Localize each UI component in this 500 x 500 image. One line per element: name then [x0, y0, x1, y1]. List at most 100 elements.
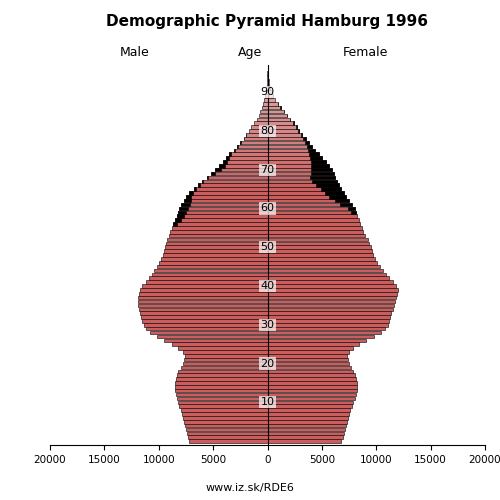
Bar [178, 210, 268, 214]
Bar [268, 362, 349, 366]
Bar [230, 152, 268, 156]
Bar [218, 164, 225, 168]
Bar [268, 141, 309, 144]
Text: www.iz.sk/RDE6: www.iz.sk/RDE6 [206, 482, 294, 492]
Bar [182, 416, 268, 420]
Text: 50: 50 [260, 242, 274, 252]
Bar [176, 378, 268, 381]
Bar [268, 90, 272, 94]
Bar [182, 412, 268, 416]
Bar [268, 82, 270, 86]
Bar [268, 404, 352, 408]
Text: 10: 10 [260, 398, 274, 407]
Bar [268, 261, 378, 264]
Bar [168, 238, 268, 242]
Bar [178, 346, 268, 350]
Bar [268, 354, 347, 358]
Bar [268, 210, 356, 214]
Bar [268, 230, 363, 234]
Bar [168, 234, 268, 237]
Bar [268, 102, 278, 106]
Bar [268, 199, 349, 202]
Bar [216, 168, 268, 172]
Bar [149, 276, 268, 280]
Bar [138, 304, 268, 307]
Bar [268, 144, 312, 148]
Bar [251, 126, 268, 129]
Bar [139, 292, 268, 296]
Bar [268, 164, 330, 168]
Bar [182, 362, 268, 366]
Bar [268, 393, 356, 396]
Bar [325, 191, 344, 194]
Bar [194, 188, 196, 191]
Bar [175, 385, 268, 388]
Bar [264, 102, 268, 106]
Bar [152, 272, 268, 276]
Bar [146, 327, 268, 330]
Title: Demographic Pyramid Hamburg 1996: Demographic Pyramid Hamburg 1996 [106, 14, 428, 29]
Bar [268, 385, 356, 388]
Bar [268, 331, 380, 334]
Bar [311, 164, 330, 168]
Bar [268, 214, 356, 218]
Bar [268, 412, 349, 416]
Bar [177, 374, 268, 377]
Bar [185, 424, 268, 428]
Bar [268, 126, 297, 129]
Bar [316, 184, 340, 187]
Bar [268, 276, 390, 280]
Bar [307, 144, 312, 148]
Bar [184, 358, 268, 362]
Bar [268, 86, 270, 90]
Bar [268, 188, 342, 191]
Bar [234, 148, 235, 152]
Bar [268, 250, 372, 253]
Bar [161, 257, 268, 260]
Bar [184, 199, 268, 202]
Bar [268, 203, 352, 206]
Bar [206, 176, 208, 179]
Bar [198, 184, 268, 187]
Bar [268, 408, 350, 412]
Bar [312, 180, 337, 183]
Bar [268, 288, 398, 292]
Bar [268, 292, 397, 296]
Bar [335, 199, 349, 202]
Bar [223, 160, 268, 164]
Text: 90: 90 [260, 87, 274, 97]
Bar [268, 323, 388, 326]
Bar [175, 218, 268, 222]
Bar [268, 118, 290, 121]
Bar [298, 129, 299, 132]
Bar [185, 354, 268, 358]
Bar [266, 90, 268, 94]
Bar [189, 191, 193, 194]
Bar [311, 160, 326, 164]
Bar [268, 172, 334, 176]
Bar [138, 300, 268, 304]
Bar [206, 176, 268, 179]
Bar [186, 195, 268, 198]
Bar [268, 129, 299, 132]
Bar [202, 180, 268, 183]
Bar [268, 122, 293, 125]
Bar [249, 129, 268, 132]
Bar [293, 122, 294, 125]
Bar [178, 370, 268, 373]
Bar [175, 381, 268, 384]
Bar [268, 280, 392, 284]
Text: 70: 70 [260, 164, 274, 174]
Bar [268, 312, 392, 315]
Bar [178, 400, 268, 404]
Bar [310, 156, 322, 160]
Bar [266, 94, 268, 98]
Bar [237, 144, 268, 148]
Bar [142, 316, 268, 319]
Bar [268, 316, 390, 319]
Bar [211, 172, 215, 176]
Bar [268, 319, 390, 322]
Bar [140, 312, 268, 315]
Bar [268, 234, 366, 237]
Bar [186, 428, 268, 432]
